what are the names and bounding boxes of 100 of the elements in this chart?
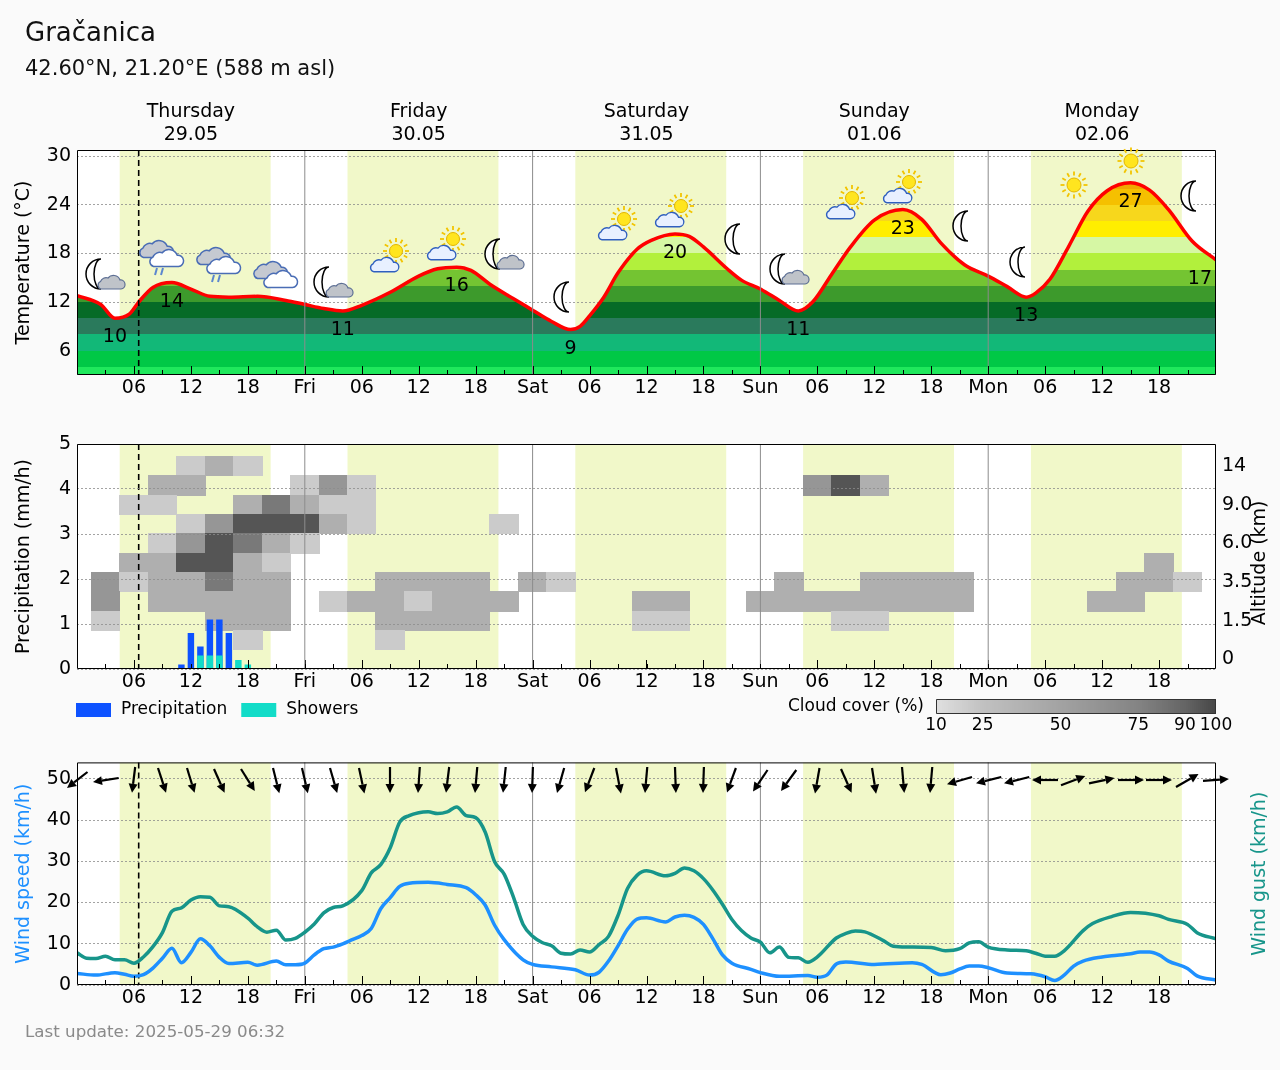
x-tick-label: 18 [691, 985, 716, 1008]
y-tick-label: 20 [46, 889, 71, 912]
x-tick-label: 18 [1146, 985, 1172, 1008]
x2-tick-label: Sunday 01.06 [838, 98, 910, 144]
x-tick-label: 12 [406, 669, 431, 692]
color-bar-label: 10 [925, 714, 947, 735]
y-tick-label: 10 [46, 930, 71, 953]
x-tick-label: 12 [1090, 985, 1115, 1008]
y-tick-label: 14 [1222, 453, 1247, 476]
x-tick-label: 18 [235, 375, 260, 398]
y-tick-label: 5 [58, 430, 71, 453]
x-tick-label: 06 [121, 375, 147, 398]
legend-label: Showers [286, 698, 359, 719]
x-tick-label: Fri [293, 985, 317, 1008]
y-tick-label: 6 [58, 337, 71, 360]
x-tick-label: Sun [742, 669, 779, 692]
x-tick-label: 18 [691, 669, 716, 692]
x-tick-label: 06 [805, 375, 830, 398]
data-label: 13 [1014, 303, 1039, 326]
x-tick-label: 12 [862, 669, 887, 692]
y-tick-label: 12 [46, 288, 71, 311]
x-tick-label: 12 [862, 985, 887, 1008]
y-tick-label: 24 [46, 191, 71, 214]
x2-tick-label: Friday 30.05 [389, 98, 448, 144]
x-tick-label: 12 [178, 669, 203, 692]
y-tick-label: 30 [46, 143, 71, 166]
y-tick-label: 50 [46, 765, 71, 788]
x-tick-label: 12 [634, 375, 659, 398]
data-label: 9 [564, 335, 577, 358]
x-tick-label: 06 [349, 375, 374, 398]
data-label: 17 [1187, 265, 1213, 288]
x-tick-label: 18 [691, 375, 716, 398]
x-tick-label: 18 [235, 669, 260, 692]
x-tick-label: Sat [517, 375, 549, 398]
x-tick-label: Mon [968, 985, 1009, 1008]
x-tick-label: 06 [349, 985, 374, 1008]
y2-axis-title: Wind gust (km/h) [1246, 791, 1269, 956]
y-axis-title: Temperature (°C) [10, 180, 33, 346]
x-tick-label: Fri [293, 375, 317, 398]
x-tick-label: Sun [742, 985, 779, 1008]
y-tick-label: 0 [58, 655, 71, 678]
chart-title: Gračanica [25, 17, 156, 47]
data-label: 16 [444, 273, 469, 296]
data-label: 23 [890, 215, 915, 238]
x-tick-label: 18 [235, 985, 260, 1008]
y-tick-label: 2 [58, 565, 71, 588]
x-tick-label: 12 [178, 985, 203, 1008]
x-tick-label: 12 [406, 375, 431, 398]
x-tick-label: 18 [463, 669, 488, 692]
color-bar-label: 75 [1127, 714, 1150, 735]
x-tick-label: Sun [742, 375, 779, 398]
color-bar-label: 25 [971, 714, 994, 735]
x2-tick-label: Thursday 29.05 [145, 98, 236, 144]
color-bar-label: 50 [1049, 714, 1072, 735]
y-tick-label: 18 [46, 240, 71, 263]
y-axis-title: Wind speed (km/h) [10, 783, 33, 964]
y-tick-label: 3 [58, 520, 71, 543]
x-tick-label: 12 [1090, 375, 1115, 398]
data-label: 11 [786, 316, 811, 339]
y-tick-label: 0 [1222, 646, 1235, 669]
x-tick-label: Mon [968, 375, 1009, 398]
x-tick-label: 06 [121, 669, 147, 692]
x-tick-label: 06 [349, 669, 374, 692]
x-tick-label: 12 [178, 375, 203, 398]
x-tick-label: 06 [1033, 985, 1058, 1008]
line-series [77, 880, 1216, 983]
x-tick-label: Fri [293, 669, 317, 692]
bar [187, 633, 195, 669]
line-series [77, 805, 1216, 965]
x-tick-label: 18 [919, 985, 944, 1008]
y-tick-label: 30 [46, 848, 71, 871]
x-tick-label: 06 [121, 985, 147, 1008]
x-tick-label: 12 [406, 985, 431, 1008]
bar [197, 655, 204, 669]
x-tick-label: Mon [968, 669, 1009, 692]
data-label: 10 [102, 324, 128, 347]
x-tick-label: 12 [1090, 669, 1115, 692]
chart-subtitle: 42.60°N, 21.20°E (588 m asl) [25, 56, 336, 80]
x-tick-label: 06 [577, 985, 602, 1008]
x-tick-label: Sat [517, 985, 549, 1008]
color-bar-title: Cloud cover (%) [787, 694, 924, 715]
color-bar-label: 100 [1199, 714, 1233, 735]
x-tick-label: 06 [805, 669, 830, 692]
x-tick-label: 18 [463, 985, 488, 1008]
data-label: 14 [159, 288, 185, 311]
legend-label: Precipitation [121, 698, 228, 719]
bar [225, 633, 233, 669]
bar [235, 660, 242, 669]
x-tick-label: 12 [634, 669, 659, 692]
y-tick-label: 1 [58, 610, 71, 633]
x-tick-label: 06 [1033, 669, 1058, 692]
data-label: 11 [330, 316, 355, 339]
x-tick-label: 18 [463, 375, 488, 398]
color-bar-label: 90 [1174, 714, 1196, 735]
x2-tick-label: Monday 02.06 [1064, 98, 1140, 144]
x2-tick-label: Saturday 31.05 [603, 98, 690, 144]
x-tick-label: 06 [805, 985, 830, 1008]
x-tick-label: 12 [862, 375, 887, 398]
text: Last update: 2025-05-29 06:32 [25, 1021, 286, 1041]
x-tick-label: Sat [517, 669, 549, 692]
